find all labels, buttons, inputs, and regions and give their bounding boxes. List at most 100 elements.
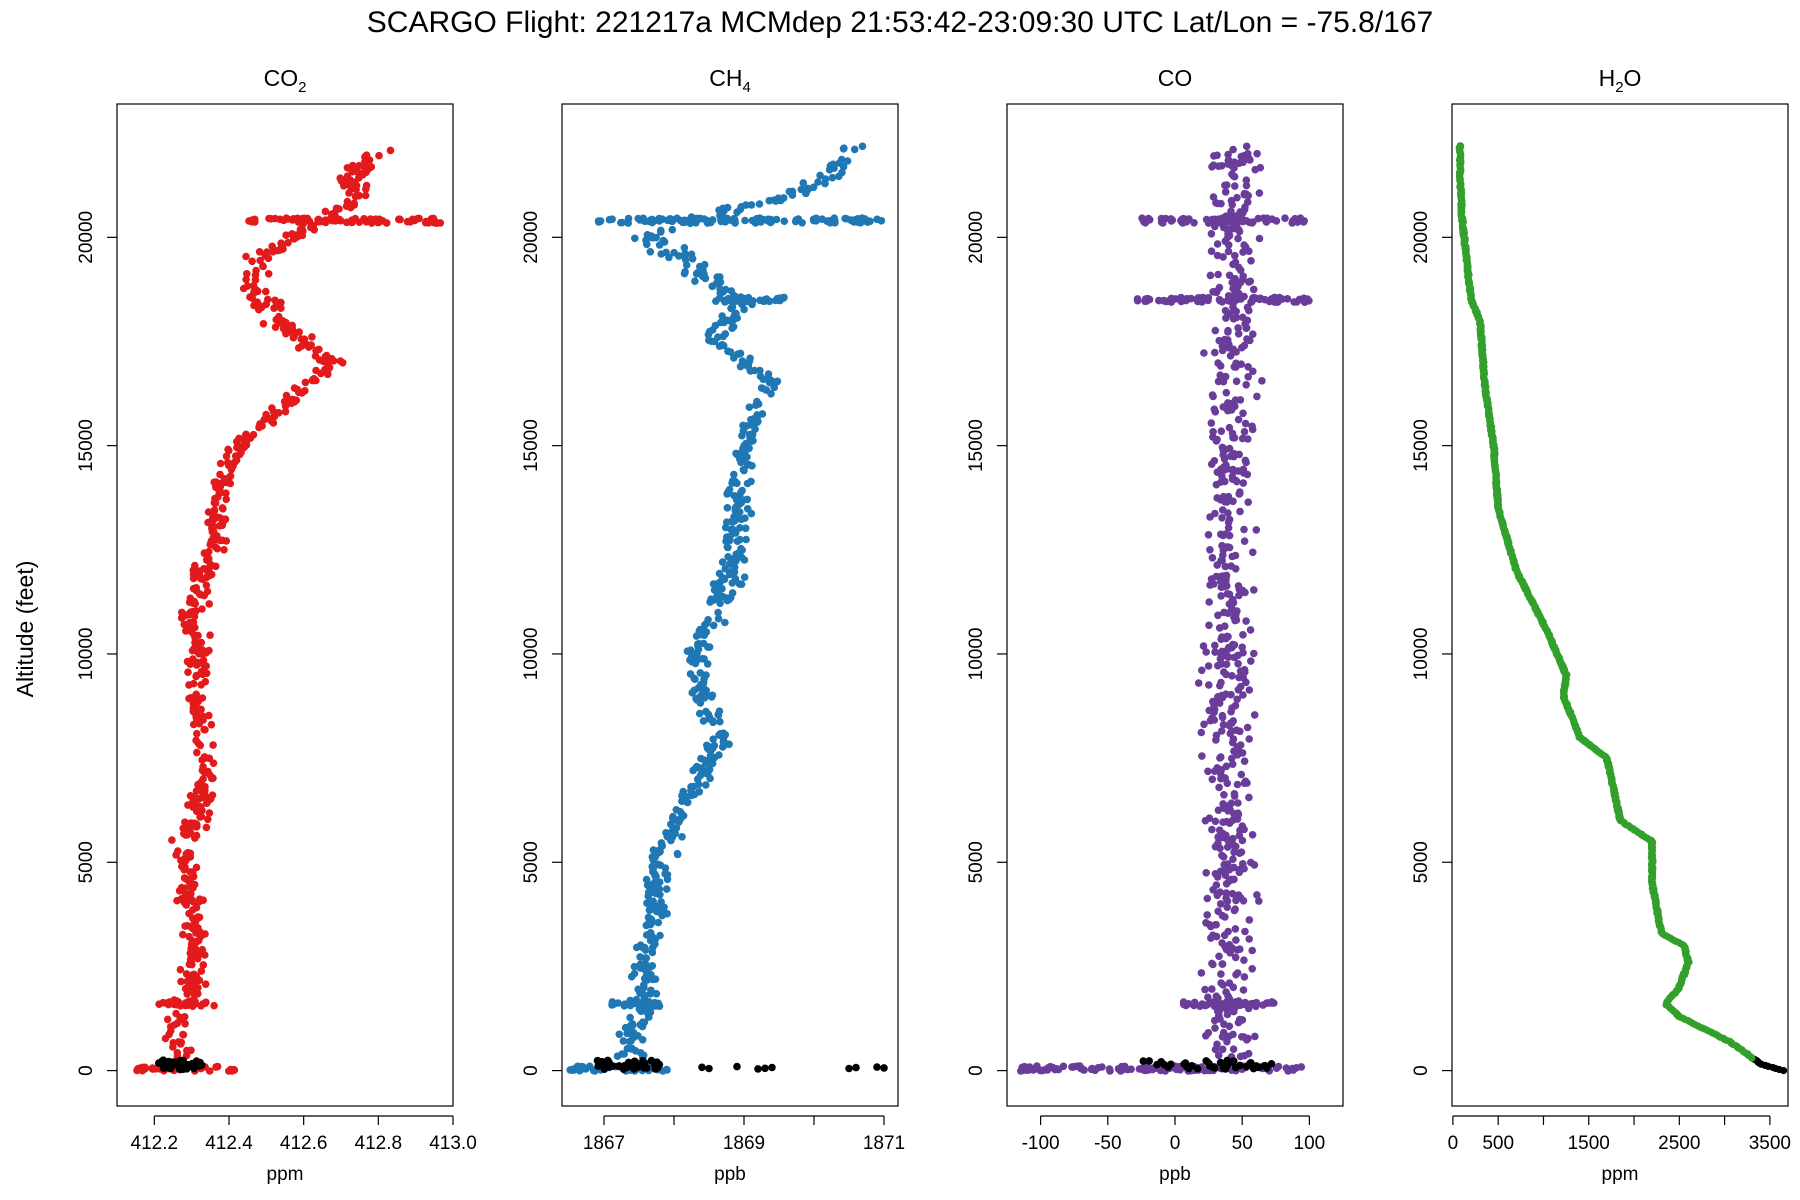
data-point: [1229, 855, 1237, 863]
data-point: [1224, 406, 1232, 415]
data-point: [1197, 728, 1206, 737]
data-point: [1239, 409, 1247, 418]
y-tick-label: 10000: [966, 628, 987, 681]
data-point: [631, 234, 639, 243]
data-point: [197, 638, 206, 647]
data-point: [812, 214, 820, 223]
data-point: [730, 470, 738, 479]
y-tick-label: 5000: [966, 841, 987, 883]
data-point: [693, 650, 701, 658]
data-point: [202, 669, 211, 678]
data-point: [201, 786, 209, 794]
x-tick-label: 412.6: [280, 1133, 328, 1154]
data-point: [748, 216, 757, 225]
data-point: [739, 427, 748, 435]
data-point: [192, 607, 200, 615]
data-point: [1242, 381, 1250, 389]
data-point: [1249, 1064, 1258, 1073]
data-point: [1231, 182, 1239, 190]
data-point: [1194, 296, 1202, 304]
data-point: [1144, 1066, 1153, 1074]
data-point: [1127, 1065, 1135, 1073]
data-point: [255, 248, 264, 256]
data-point: [721, 330, 730, 338]
data-point: [213, 1062, 222, 1071]
data-point: [181, 884, 190, 892]
data-point: [261, 252, 270, 260]
data-point: [835, 159, 844, 167]
data-point: [1242, 617, 1250, 625]
data-point: [1226, 719, 1235, 727]
data-point: [1206, 271, 1215, 280]
x-tick-label: 0: [1448, 1133, 1459, 1154]
data-point: [1228, 278, 1236, 287]
data-point: [1208, 959, 1216, 968]
data-point: [740, 466, 748, 475]
panel-h2o: H2O 0 5000 10000 15000 20000 0 500 1500 2500 3500 p…: [1411, 65, 1791, 1185]
data-point: [1231, 925, 1240, 933]
data-point: [189, 720, 198, 729]
data-point: [1281, 214, 1289, 222]
panel-title-subscript: 4: [742, 79, 750, 96]
panel-title-co: CO: [1158, 65, 1193, 91]
data-point: [189, 570, 198, 578]
data-point: [1232, 970, 1240, 979]
data-point: [716, 318, 725, 327]
data-point: [185, 610, 193, 619]
data-point: [699, 266, 707, 275]
data-point: [300, 214, 308, 223]
plot-frame: [561, 103, 899, 1107]
data-point: [1220, 608, 1228, 617]
data-point: [643, 240, 651, 249]
data-point: [717, 209, 726, 217]
data-point: [738, 546, 746, 554]
data-point: [701, 691, 710, 700]
data-point: [224, 445, 232, 454]
data-point: [642, 875, 651, 884]
data-point: [1209, 392, 1217, 401]
data-point: [776, 296, 784, 305]
chart-title: SCARGO Flight: 221217a MCMdep 21:53:42-2…: [367, 6, 1433, 39]
data-point: [1267, 1060, 1276, 1068]
data-point: [746, 296, 754, 305]
y-tick-label: 0: [1411, 1065, 1432, 1076]
data-point: [1216, 900, 1225, 908]
data-point: [186, 660, 194, 668]
data-point: [841, 214, 849, 223]
data-point: [1245, 247, 1253, 255]
data-point: [1217, 979, 1225, 987]
data-point: [732, 449, 740, 458]
data-point: [1253, 392, 1261, 401]
data-point: [1208, 825, 1216, 834]
data-point: [181, 863, 189, 871]
plot-frame: [116, 103, 454, 1107]
data-point: [1223, 1010, 1232, 1019]
data-point: [797, 185, 806, 194]
data-point: [1231, 905, 1239, 913]
data-point: [1218, 713, 1227, 722]
data-point: [1227, 207, 1235, 216]
data-point: [1228, 596, 1237, 605]
data-point: [627, 1021, 635, 1030]
data-point: [250, 289, 258, 297]
data-point: [1234, 810, 1243, 819]
data-point: [1202, 869, 1210, 877]
series-ch4: [566, 142, 888, 1075]
data-point: [335, 205, 343, 213]
data-point: [643, 881, 652, 889]
panel-co: CO 0 5000 10000 15000 20000 -100 -50 0 50 100 ppb: [966, 65, 1344, 1185]
data-point: [668, 225, 677, 234]
data-point: [739, 421, 747, 430]
data-point: [1198, 666, 1206, 675]
y-tick-label: 0: [966, 1065, 987, 1076]
y-tick-label: 5000: [521, 841, 542, 883]
data-point: [182, 627, 190, 635]
data-point: [1221, 237, 1230, 245]
data-point: [1274, 1062, 1283, 1071]
data-point: [186, 594, 195, 603]
data-point: [731, 293, 739, 302]
data-point: [321, 207, 330, 216]
data-point: [1215, 952, 1223, 961]
data-point: [741, 514, 749, 522]
